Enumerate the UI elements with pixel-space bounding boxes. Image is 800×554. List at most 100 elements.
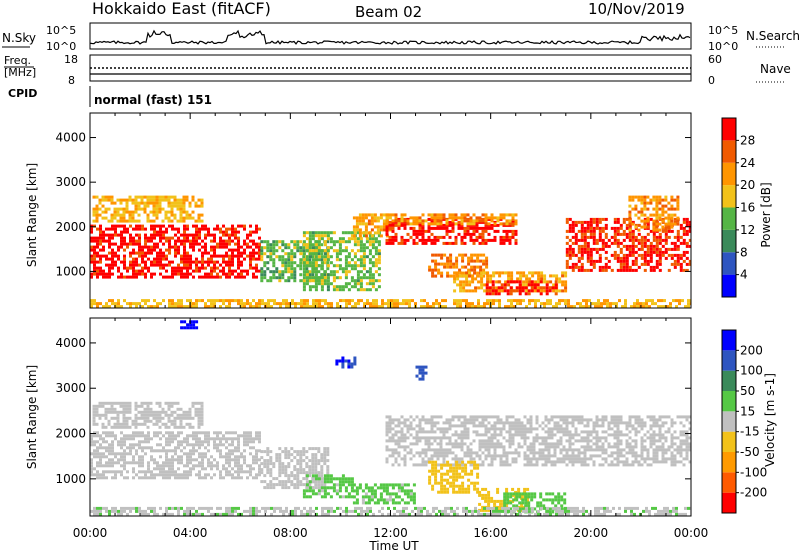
heatmap-cell	[293, 468, 297, 472]
heatmap-cell	[173, 401, 177, 405]
heatmap-cell	[658, 201, 662, 205]
heatmap-cell	[643, 235, 647, 239]
heatmap-cell	[547, 448, 551, 452]
heatmap-cell	[108, 443, 111, 447]
heatmap-cell	[201, 260, 204, 264]
heatmap-cell	[458, 268, 462, 272]
heatmap-cell	[317, 489, 321, 493]
heatmap-cell	[430, 457, 434, 461]
heatmap-cell	[165, 239, 168, 243]
heatmap-cell	[329, 246, 333, 250]
heatmap-cell	[228, 242, 231, 246]
heatmap-cell	[362, 258, 366, 262]
heatmap-cell	[430, 222, 434, 226]
heatmap-cell	[201, 440, 204, 444]
heatmap-cell	[128, 210, 132, 214]
heatmap-cell	[565, 457, 569, 461]
heatmap-cell	[356, 270, 360, 274]
heatmap-cell	[673, 247, 677, 251]
heatmap-cell	[200, 407, 204, 411]
heatmap-cell	[463, 442, 467, 446]
heatmap-cell	[451, 463, 455, 467]
heatmap-cell	[510, 277, 514, 281]
heatmap-cell	[93, 443, 96, 447]
heatmap-cell	[535, 421, 539, 425]
heatmap-cell	[249, 437, 252, 441]
heatmap-cell	[305, 279, 309, 283]
heatmap-cell	[135, 269, 138, 273]
heatmap-cell	[487, 451, 491, 455]
heatmap-cell	[462, 286, 466, 290]
heatmap-cell	[406, 232, 410, 236]
heatmap-cell	[119, 213, 123, 217]
heatmap-cell	[552, 305, 555, 308]
heatmap-cell	[509, 289, 513, 293]
heatmap-cell	[210, 302, 213, 306]
heatmap-cell	[228, 248, 231, 252]
heatmap-cell	[610, 235, 614, 239]
heatmap-cell	[445, 219, 449, 223]
heatmap-cell	[222, 302, 225, 306]
heatmap-cell	[314, 462, 318, 466]
heatmap-cell	[445, 241, 449, 245]
heatmap-cell	[512, 280, 516, 284]
heatmap-cell	[123, 476, 126, 480]
heatmap-cell	[99, 272, 102, 276]
heatmap-cell	[107, 195, 111, 199]
heatmap-cell	[394, 430, 398, 434]
heatmap-cell	[299, 468, 303, 472]
heatmap-cell	[652, 228, 656, 232]
heatmap-cell	[457, 216, 461, 220]
heatmap-cell	[453, 302, 456, 306]
heatmap-cell	[198, 452, 201, 456]
heatmap-cell	[240, 272, 243, 276]
heatmap-cell	[314, 288, 318, 292]
heatmap-cell	[529, 418, 533, 422]
heatmap-cell	[586, 220, 590, 224]
heatmap-cell	[409, 498, 413, 502]
heatmap-cell	[676, 244, 680, 248]
heatmap-cell	[246, 440, 249, 444]
heatmap-cell	[126, 227, 129, 231]
heatmap-cell	[406, 489, 410, 493]
heatmap-cell	[661, 229, 665, 233]
heatmap-cell	[255, 305, 258, 308]
heatmap-cell	[353, 264, 357, 268]
heatmap-cell	[338, 489, 342, 493]
heatmap-cell	[457, 220, 461, 224]
heatmap-cell	[129, 254, 132, 258]
heatmap-cell	[110, 401, 114, 405]
heatmap-cell	[120, 272, 123, 276]
heatmap-cell	[494, 292, 498, 296]
heatmap-cell	[540, 289, 544, 293]
heatmap-cell	[403, 463, 407, 467]
heatmap-cell	[123, 236, 126, 240]
heatmap-cell	[107, 401, 111, 405]
heatmap-cell	[243, 458, 246, 462]
heatmap-cell	[385, 424, 389, 428]
heatmap-cell	[391, 454, 395, 458]
heatmap-cell	[231, 443, 234, 447]
heatmap-cell	[200, 401, 204, 405]
heatmap-cell	[102, 248, 105, 252]
noise-ytick-bottom-right: 10^0	[708, 40, 738, 53]
heatmap-cell	[168, 443, 171, 447]
heatmap-cell	[456, 283, 460, 287]
heatmap-cell	[558, 299, 561, 303]
heatmap-cell	[630, 305, 633, 308]
heatmap-cell	[598, 268, 602, 272]
heatmap-cell	[455, 265, 459, 269]
heatmap-cell	[338, 240, 342, 244]
heatmap-cell	[263, 261, 267, 265]
heatmap-cell	[225, 299, 228, 303]
heatmap-cell	[144, 299, 147, 303]
heatmap-cell	[138, 236, 141, 240]
heatmap-cell	[135, 251, 138, 255]
heatmap-cell	[141, 455, 144, 459]
heatmap-cell	[580, 250, 584, 254]
heatmap-cell	[481, 463, 485, 467]
heatmap-cell	[156, 245, 159, 249]
heatmap-cell	[528, 277, 532, 281]
heatmap-cell	[180, 449, 183, 453]
heatmap-cell	[315, 302, 318, 306]
